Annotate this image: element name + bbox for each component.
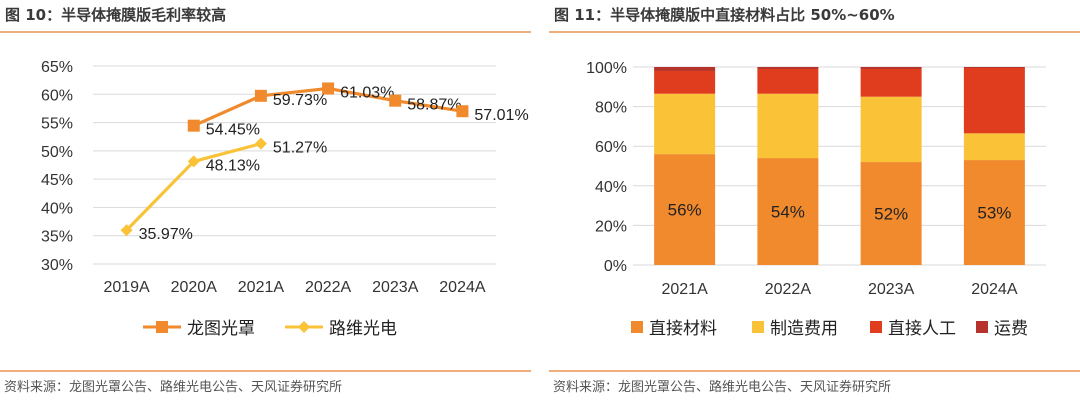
data-point-marker — [187, 119, 200, 132]
bar-segment — [860, 67, 922, 69]
legend-label: 直接材料 — [649, 319, 717, 338]
bar-segment — [963, 67, 1025, 134]
x-tick-label: 2023A — [372, 279, 419, 296]
y-tick-label: 40% — [595, 179, 627, 196]
y-tick-label: 60% — [595, 139, 627, 156]
y-tick-label: 20% — [595, 218, 627, 235]
data-label: 58.87% — [407, 97, 461, 114]
legend-label: 龙图光罩 — [187, 319, 255, 338]
x-tick-label: 2019A — [103, 279, 150, 296]
cost-structure-stacked-bar-chart: 0% 20% 40% 60% 80% 100% 56% 2021A 54% 2022A 52% 202… — [586, 60, 1046, 338]
bar-segment — [757, 68, 819, 94]
legend-swatch-1 — [752, 321, 764, 333]
bar-data-label: 54% — [771, 203, 805, 222]
data-label: 51.27% — [273, 140, 327, 157]
data-point-marker — [120, 224, 133, 237]
y-tick-label: 30% — [41, 257, 73, 274]
left-source-note: 资料来源：龙图光罩公告、路维光电公告、天风证券研究所 — [4, 380, 343, 395]
data-point-marker — [254, 89, 267, 102]
bar-segment — [757, 67, 819, 69]
data-label: 48.13% — [206, 157, 260, 174]
data-label: 54.45% — [206, 122, 260, 139]
bar-segment — [654, 93, 716, 155]
bar-segment — [860, 162, 922, 265]
x-tick-label: 2022A — [765, 281, 812, 298]
x-tick-label: 2021A — [661, 281, 708, 298]
bar-data-label: 52% — [874, 205, 908, 224]
y-tick-label: 40% — [41, 200, 73, 217]
legend-label: 直接人工 — [888, 319, 956, 338]
legend-label: 制造费用 — [770, 319, 838, 338]
x-tick-label: 2023A — [868, 281, 915, 298]
bar-segment — [963, 133, 1025, 161]
gross-margin-line-chart: 30% 35% 40% 45% 50% 55% 60% 65% 2019A 2020A 2021A 2… — [41, 59, 529, 338]
bar-segment — [757, 93, 819, 159]
y-tick-label: 65% — [41, 59, 73, 76]
left-bottom-rule — [0, 370, 531, 372]
legend-marker — [298, 321, 310, 333]
data-label: 61.03% — [340, 84, 394, 101]
right-panel: 图 11：半导体掩膜版中直接材料占比 50%~60% 0% 20% 40% 60% 80… — [549, 0, 1080, 402]
bar-segment — [860, 96, 922, 163]
legend-swatch-2 — [870, 321, 882, 333]
y-tick-label: 35% — [41, 229, 73, 246]
x-tick-label: 2021A — [238, 279, 285, 296]
right-bottom-rule — [549, 370, 1080, 372]
y-tick-label: 0% — [604, 258, 627, 275]
left-panel: 图 10：半导体掩膜版毛利率较高 30% 35% 40% 45% 50% 55% 60% 65… — [0, 0, 531, 402]
data-point-marker — [456, 105, 469, 118]
bar-segment — [654, 154, 716, 265]
legend-label: 运费 — [994, 319, 1028, 338]
y-tick-label: 45% — [41, 172, 73, 189]
left-top-rule — [0, 31, 531, 33]
y-tick-label: 100% — [586, 60, 627, 77]
bar-segment — [654, 67, 716, 71]
x-tick-label: 2020A — [171, 279, 218, 296]
bar-data-label: 53% — [977, 204, 1011, 223]
bar-segment — [963, 67, 1025, 68]
bar-segment — [860, 68, 922, 97]
legend-marker — [156, 321, 168, 333]
data-label: 57.01% — [474, 107, 528, 124]
bar-segment — [757, 158, 819, 265]
x-tick-label: 2024A — [439, 279, 486, 296]
bar-segment — [963, 160, 1025, 265]
data-point-marker — [254, 137, 267, 150]
data-point-marker — [187, 155, 200, 168]
right-source-note: 资料来源：龙图光罩公告、路维光电公告、天风证券研究所 — [553, 380, 892, 395]
legend-label: 路维光电 — [329, 319, 397, 338]
data-point-marker — [389, 94, 402, 107]
x-tick-label: 2022A — [305, 279, 352, 296]
bar-segment — [654, 70, 716, 94]
x-tick-label: 2024A — [971, 281, 1018, 298]
y-tick-label: 50% — [41, 144, 73, 161]
right-figure-title: 图 11：半导体掩膜版中直接材料占比 50%~60% — [554, 6, 895, 24]
y-tick-label: 80% — [595, 100, 627, 117]
legend-swatch-0 — [631, 321, 643, 333]
data-label: 59.73% — [273, 92, 327, 109]
data-point-marker — [322, 82, 335, 95]
right-top-rule — [549, 31, 1080, 33]
data-label: 35.97% — [139, 226, 193, 243]
y-tick-label: 55% — [41, 116, 73, 133]
y-tick-label: 60% — [41, 87, 73, 104]
bar-data-label: 56% — [668, 201, 702, 220]
legend-swatch-3 — [976, 321, 988, 333]
left-figure-title: 图 10：半导体掩膜版毛利率较高 — [5, 6, 227, 24]
